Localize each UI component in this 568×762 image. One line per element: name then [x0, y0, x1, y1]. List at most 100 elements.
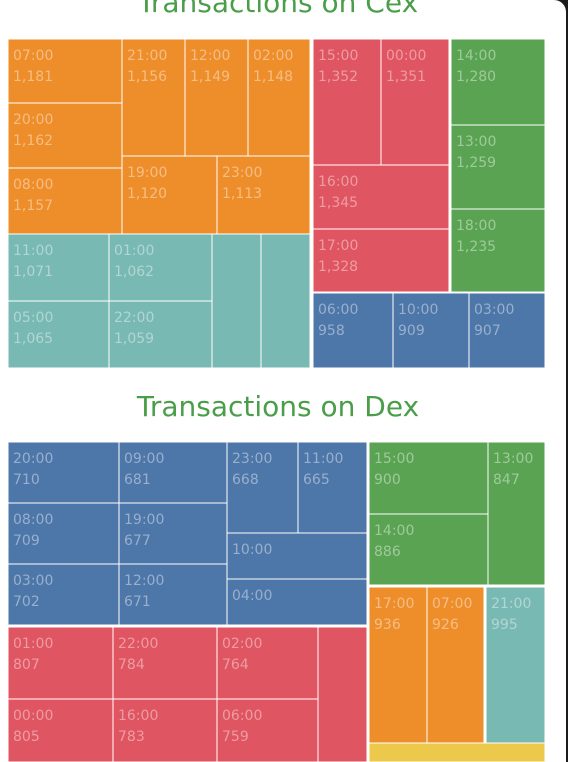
cex-tile-value-label: 1,059	[114, 331, 154, 347]
cex-tile-hour-label: 17:00	[318, 238, 358, 254]
dex-tile-value-label: 677	[124, 533, 151, 549]
cex-tile-1100[interactable]	[7, 233, 110, 302]
dex-tile-hour-label: 08:00	[13, 512, 53, 528]
dex-tile-1300[interactable]	[487, 441, 546, 586]
dex-tile-2200[interactable]	[112, 626, 218, 700]
dex-tile-value-label: 681	[124, 472, 151, 488]
cex-tile-value-label: 1,120	[127, 186, 167, 202]
cex-tile-1600[interactable]	[312, 164, 450, 230]
dex-tile-1100[interactable]	[297, 441, 368, 534]
dex-tile-hour-label: 13:00	[493, 451, 533, 467]
dex-tile-value-label: 668	[232, 472, 259, 488]
dex-tile-value-label: 665	[303, 472, 330, 488]
cex-tile-hour-label: 10:00	[398, 302, 438, 318]
dex-tile-g5-unlabeled-0[interactable]	[368, 742, 546, 762]
cex-tile-2000[interactable]	[7, 102, 123, 169]
dex-tile-2000[interactable]	[7, 441, 120, 504]
cex-tile-value-label: 1,156	[127, 69, 167, 85]
cex-tile-hour-label: 11:00	[13, 243, 53, 259]
cex-tile-hour-label: 18:00	[456, 218, 496, 234]
cex-tile-hour-label: 12:00	[190, 48, 230, 64]
dex-tile-1400[interactable]	[368, 513, 489, 586]
dex-tile-0800[interactable]	[7, 502, 120, 565]
cex-tile-value-label: 1,235	[456, 239, 496, 255]
cex-tile-0200[interactable]	[247, 38, 311, 157]
dex-tile-0100[interactable]	[7, 626, 114, 700]
dex-tile-hour-label: 23:00	[232, 451, 272, 467]
dex-tile-hour-label: 10:00	[232, 542, 272, 558]
cex-tile-2300[interactable]	[216, 155, 311, 235]
cex-tile-g3-unlabeled-4[interactable]	[211, 233, 262, 369]
dex-treemap: 20:00 710 09:00 681 23:00 668 11:00 665 08:00 709…	[7, 441, 546, 762]
dex-tile-0000[interactable]	[7, 698, 114, 762]
dex-tile-hour-label: 22:00	[118, 636, 158, 652]
cex-tile-0500[interactable]	[7, 300, 110, 369]
cex-treemap: 07:00 1,181 21:00 1,156 12:00 1,149 02:00 1,148…	[7, 38, 546, 369]
dex-tile-hour-label: 21:00	[491, 596, 531, 612]
dex-tile-hour-label: 04:00	[232, 588, 272, 604]
dex-tile-1000[interactable]	[226, 532, 368, 580]
cex-tile-value-label: 1,352	[318, 69, 358, 85]
cex-tile-g3-unlabeled-5[interactable]	[260, 233, 311, 369]
cex-tile-hour-label: 07:00	[13, 48, 53, 64]
cex-tile-hour-label: 05:00	[13, 310, 53, 326]
dex-tile-2100[interactable]	[485, 586, 546, 744]
cex-tile-1400[interactable]	[450, 38, 546, 126]
cex-tile-value-label: 907	[474, 323, 501, 339]
cex-tile-hour-label: 22:00	[114, 310, 154, 326]
cex-tile-2200[interactable]	[108, 300, 213, 369]
dex-tile-hour-label: 06:00	[222, 708, 262, 724]
cex-tile-hour-label: 14:00	[456, 48, 496, 64]
cex-tile-1200[interactable]	[184, 38, 249, 157]
dex-tile-1900[interactable]	[118, 502, 228, 565]
dex-tile-value-label: 702	[13, 594, 40, 610]
dex-chart-title: Transactions on Dex	[136, 390, 420, 423]
dex-tile-1200[interactable]	[118, 563, 228, 626]
dex-tile-value-label: 805	[13, 729, 40, 745]
dex-tile-value-label: 995	[491, 617, 518, 633]
dex-tile-2300[interactable]	[226, 441, 299, 534]
dex-tile-value-label: 709	[13, 533, 40, 549]
cex-tile-hour-label: 16:00	[318, 174, 358, 190]
dex-tile-0200[interactable]	[216, 626, 319, 700]
cex-tile-hour-label: 23:00	[222, 165, 262, 181]
cex-tile-hour-label: 15:00	[318, 48, 358, 64]
cex-tile-hour-label: 03:00	[474, 302, 514, 318]
cex-tile-1300[interactable]	[450, 124, 546, 210]
dex-tile-g2-unlabeled-6[interactable]	[317, 626, 368, 762]
cex-tile-value-label: 1,149	[190, 69, 230, 85]
dex-tile-0400[interactable]	[226, 578, 368, 626]
cex-tile-0000[interactable]	[380, 38, 450, 166]
cex-tile-1700[interactable]	[312, 228, 450, 293]
dex-tile-value-label: 807	[13, 657, 40, 673]
dex-tile-hour-label: 07:00	[432, 596, 472, 612]
cex-tile-hour-label: 01:00	[114, 243, 154, 259]
cex-tile-0100[interactable]	[108, 233, 213, 302]
dex-tile-hour-label: 11:00	[303, 451, 343, 467]
cex-tile-0700[interactable]	[7, 38, 123, 104]
cex-tile-value-label: 1,148	[253, 69, 293, 85]
cex-tile-hour-label: 00:00	[386, 48, 426, 64]
dex-tile-value-label: 900	[374, 472, 401, 488]
cex-tile-value-label: 1,062	[114, 264, 154, 280]
dex-tile-hour-label: 12:00	[124, 573, 164, 589]
dex-tile-value-label: 710	[13, 472, 40, 488]
cex-tile-0800[interactable]	[7, 167, 123, 235]
cex-tile-0600[interactable]	[312, 292, 394, 369]
cex-tile-value-label: 1,071	[13, 264, 53, 280]
cex-tile-0300[interactable]	[468, 292, 546, 369]
dex-tile-hour-label: 16:00	[118, 708, 158, 724]
cex-tile-2100[interactable]	[121, 38, 186, 157]
dex-tile-0600[interactable]	[216, 698, 319, 762]
dex-tile-1600[interactable]	[112, 698, 218, 762]
dex-tile-hour-label: 20:00	[13, 451, 53, 467]
cex-tile-value-label: 909	[398, 323, 425, 339]
cex-tile-value-label: 1,157	[13, 198, 53, 214]
cex-tile-1000[interactable]	[392, 292, 470, 369]
dex-tile-0700[interactable]	[426, 586, 485, 744]
cex-tile-value-label: 1,345	[318, 195, 358, 211]
dex-tile-hour-label: 15:00	[374, 451, 414, 467]
cex-tile-value-label: 1,259	[456, 155, 496, 171]
cex-tile-1800[interactable]	[450, 208, 546, 293]
